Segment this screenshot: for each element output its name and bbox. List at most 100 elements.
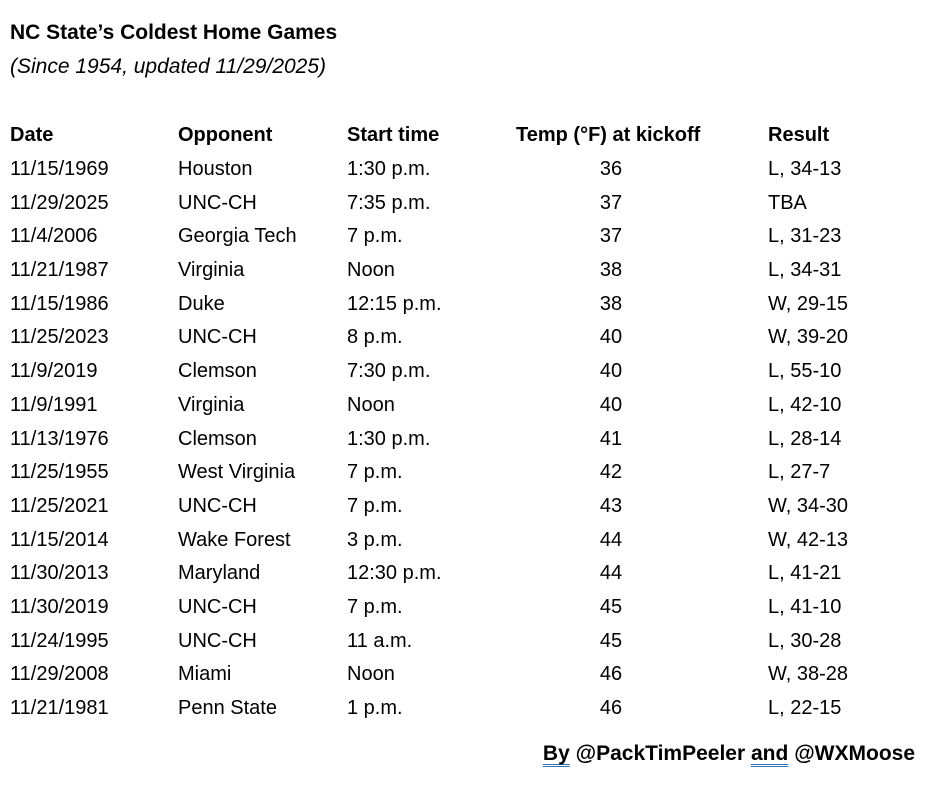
- result-cell: W, 39-20: [768, 326, 849, 349]
- table-body: 11/15/1969 Houston 1:30 p.m. 36 L, 34-13 11/2…: [10, 153, 917, 726]
- page-subtitle: (Since 1954, updated 11/29/2025): [10, 55, 327, 78]
- opponent-cell: UNC-CH: [178, 595, 257, 618]
- opponent-cell: Virginia: [178, 259, 245, 282]
- start-time-cell: 7 p.m.: [347, 494, 403, 517]
- temp-cell: 43: [599, 494, 623, 517]
- start-time-cell: Noon: [347, 663, 395, 686]
- opponent-cell: West Virginia: [178, 461, 296, 484]
- date-cell: 11/9/2019: [10, 360, 98, 383]
- opponent-cell: Houston: [178, 158, 253, 181]
- column-header-date: Date: [10, 124, 54, 147]
- temp-cell: 38: [599, 259, 623, 282]
- temp-cell: 41: [599, 427, 623, 450]
- result-cell: W, 42-13: [768, 528, 849, 551]
- date-cell: 11/29/2008: [10, 663, 109, 686]
- table-row: 11/21/1987 Virginia Noon 38 L, 34-31: [10, 254, 917, 288]
- opponent-cell: Georgia Tech: [178, 225, 297, 248]
- date-cell: 11/30/2013: [10, 562, 109, 585]
- credit-author-2: @WXMoose: [794, 742, 915, 765]
- result-cell: L, 55-10: [768, 360, 842, 383]
- column-header-result: Result: [768, 124, 830, 147]
- date-cell: 11/15/1969: [10, 158, 109, 181]
- temp-cell: 44: [599, 562, 623, 585]
- result-cell: L, 42-10: [768, 393, 842, 416]
- temp-cell: 42: [599, 461, 623, 484]
- table-row: 11/9/1991 Virginia Noon 40 L, 42-10: [10, 389, 917, 423]
- start-time-cell: 7 p.m.: [347, 461, 403, 484]
- opponent-cell: Maryland: [178, 562, 261, 585]
- start-time-cell: 7 p.m.: [347, 225, 403, 248]
- table-header-row: Date Opponent Start time Temp (°F) at ki…: [10, 119, 917, 153]
- result-cell: L, 31-23: [768, 225, 842, 248]
- result-cell: L, 30-28: [768, 629, 842, 652]
- opponent-cell: Clemson: [178, 427, 257, 450]
- start-time-cell: 8 p.m.: [347, 326, 403, 349]
- credit-line: By @PackTimPeeler and @WXMoose: [543, 742, 915, 766]
- date-cell: 11/4/2006: [10, 225, 98, 248]
- opponent-cell: Virginia: [178, 393, 245, 416]
- table-row: 11/29/2025 UNC-CH 7:35 p.m. 37 TBA: [10, 186, 917, 220]
- table-row: 11/15/2014 Wake Forest 3 p.m. 44 W, 42-13: [10, 523, 917, 557]
- table-row: 11/29/2008 Miami Noon 46 W, 38-28: [10, 658, 917, 692]
- temp-cell: 40: [599, 360, 623, 383]
- temp-cell: 46: [599, 697, 623, 720]
- temp-cell: 38: [599, 292, 623, 315]
- date-cell: 11/21/1981: [10, 697, 109, 720]
- start-time-cell: 12:30 p.m.: [347, 562, 442, 585]
- opponent-cell: Penn State: [178, 697, 277, 720]
- table-row: 11/25/2023 UNC-CH 8 p.m. 40 W, 39-20: [10, 321, 917, 355]
- table-row: 11/30/2013 Maryland 12:30 p.m. 44 L, 41-21: [10, 557, 917, 591]
- temp-cell: 45: [599, 595, 623, 618]
- temp-cell: 40: [599, 326, 623, 349]
- opponent-cell: Clemson: [178, 360, 257, 383]
- temp-cell: 45: [599, 629, 623, 652]
- temp-cell: 37: [599, 191, 623, 214]
- date-cell: 11/21/1987: [10, 259, 109, 282]
- start-time-cell: 7 p.m.: [347, 595, 403, 618]
- start-time-cell: 1:30 p.m.: [347, 158, 431, 181]
- opponent-cell: Miami: [178, 663, 232, 686]
- table-row: 11/21/1981 Penn State 1 p.m. 46 L, 22-15: [10, 692, 917, 726]
- games-table: Date Opponent Start time Temp (°F) at ki…: [10, 119, 917, 725]
- column-header-temp: Temp (°F) at kickoff: [516, 124, 701, 147]
- result-cell: L, 34-31: [768, 259, 842, 282]
- table-row: 11/4/2006 Georgia Tech 7 p.m. 37 L, 31-23: [10, 220, 917, 254]
- temp-cell: 36: [599, 158, 623, 181]
- opponent-cell: Wake Forest: [178, 528, 291, 551]
- credit-by-label: By: [542, 742, 570, 765]
- opponent-cell: UNC-CH: [178, 326, 257, 349]
- start-time-cell: 3 p.m.: [347, 528, 403, 551]
- date-cell: 11/30/2019: [10, 595, 109, 618]
- result-cell: L, 41-21: [768, 562, 842, 585]
- result-cell: W, 38-28: [768, 663, 849, 686]
- date-cell: 11/25/1955: [10, 461, 109, 484]
- credit-author-1: @PackTimPeeler: [575, 742, 746, 765]
- date-cell: 11/15/2014: [10, 528, 109, 551]
- start-time-cell: 12:15 p.m.: [347, 292, 442, 315]
- start-time-cell: 7:35 p.m.: [347, 191, 431, 214]
- opponent-cell: UNC-CH: [178, 494, 257, 517]
- page-title: NC State’s Coldest Home Games: [10, 21, 338, 44]
- opponent-cell: UNC-CH: [178, 629, 257, 652]
- opponent-cell: Duke: [178, 292, 225, 315]
- date-cell: 11/13/1976: [10, 427, 109, 450]
- result-cell: L, 27-7: [768, 461, 831, 484]
- result-cell: L, 41-10: [768, 595, 842, 618]
- table-row: 11/24/1995 UNC-CH 11 a.m. 45 L, 30-28: [10, 624, 917, 658]
- column-header-start-time: Start time: [347, 124, 440, 147]
- column-header-opponent: Opponent: [178, 124, 273, 147]
- opponent-cell: UNC-CH: [178, 191, 257, 214]
- table-row: 11/25/1955 West Virginia 7 p.m. 42 L, 27-7: [10, 456, 917, 490]
- start-time-cell: 1 p.m.: [347, 697, 403, 720]
- temp-cell: 44: [599, 528, 623, 551]
- credit-and-label: and: [751, 742, 789, 765]
- result-cell: W, 29-15: [768, 292, 849, 315]
- temp-cell: 46: [599, 663, 623, 686]
- result-cell: L, 28-14: [768, 427, 842, 450]
- result-cell: W, 34-30: [768, 494, 849, 517]
- date-cell: 11/29/2025: [10, 191, 109, 214]
- table-row: 11/13/1976 Clemson 1:30 p.m. 41 L, 28-14: [10, 422, 917, 456]
- date-cell: 11/24/1995: [10, 629, 109, 652]
- date-cell: 11/15/1986: [10, 292, 109, 315]
- start-time-cell: Noon: [347, 393, 395, 416]
